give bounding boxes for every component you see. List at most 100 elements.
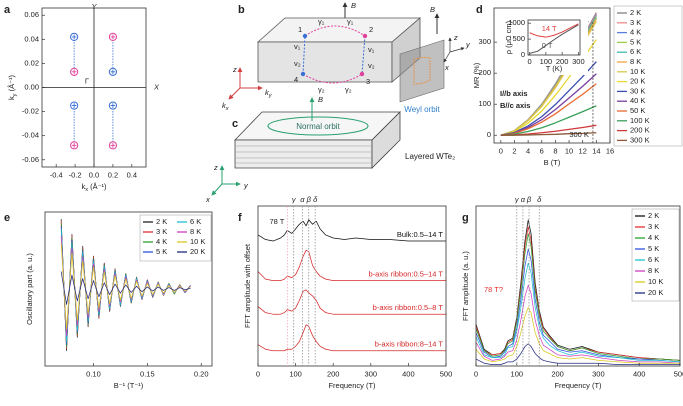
weyl-point-sign bbox=[71, 103, 77, 108]
normal-orbit bbox=[267, 116, 369, 136]
series-line bbox=[475, 307, 680, 364]
y-tick-label: -0.06 bbox=[22, 155, 39, 164]
y-axis-label: Oscillatory part (a. u.) bbox=[25, 253, 34, 325]
weyl-plane bbox=[399, 39, 445, 103]
legend-label: 10 K bbox=[630, 67, 645, 76]
peak-label: δ bbox=[537, 195, 542, 204]
weyl-node bbox=[300, 71, 306, 77]
weyl-point bbox=[108, 32, 118, 42]
x-tick-label: 0.2 bbox=[108, 170, 118, 179]
annotation: B//c axis bbox=[500, 101, 530, 110]
x-tick-label: 100 bbox=[540, 57, 553, 66]
weyl-point-sign bbox=[71, 69, 77, 75]
vertex-label: 1 bbox=[298, 25, 302, 34]
x-tick-label: 0 bbox=[474, 369, 478, 378]
axis-name: X bbox=[153, 82, 160, 91]
x-axis-label: Frequency (T) bbox=[328, 381, 376, 390]
axis-name: z bbox=[213, 163, 218, 172]
peak-label: β bbox=[526, 195, 532, 204]
velocity-label: v₂ bbox=[368, 61, 375, 70]
axis-name-part: k bbox=[222, 101, 227, 110]
legend-label: 8 K bbox=[630, 57, 641, 66]
peak-label: α bbox=[521, 195, 526, 204]
series-line bbox=[500, 132, 597, 136]
diagram-b: b B 1 2 3 4 γ₁ γ₁ γ₂ γ₂ v₁ v₁ v₂ v₂ z ky… bbox=[222, 1, 471, 114]
legend-label: 20 K bbox=[190, 247, 205, 256]
series-line bbox=[257, 219, 446, 242]
legend-label: 5 K bbox=[630, 37, 641, 46]
x-tick-label: 4 bbox=[526, 146, 530, 155]
weyl-point-sign bbox=[71, 142, 77, 148]
y-tick-label: 500 bbox=[512, 34, 525, 43]
annotation: 78 T? bbox=[484, 285, 503, 294]
weyl-point bbox=[70, 32, 79, 42]
curve-label: b-axis ribbon:0.5–8 T bbox=[373, 303, 444, 312]
y-axis-label-part: k bbox=[7, 96, 16, 100]
axis-name-part: y bbox=[268, 93, 273, 99]
legend-label: 4 K bbox=[630, 28, 641, 37]
weyl-node bbox=[359, 71, 365, 77]
gamma-label: γ₂ bbox=[345, 85, 352, 94]
vertex-label: 2 bbox=[369, 25, 373, 34]
weyl-point-sign bbox=[110, 34, 116, 40]
weyl-point-sign bbox=[110, 142, 116, 148]
weyl-point bbox=[70, 101, 79, 110]
x-tick-label: 0 bbox=[528, 57, 532, 66]
peak-label: δ bbox=[313, 195, 318, 204]
axis-name: z bbox=[453, 33, 458, 42]
x-tick-label: 6 bbox=[540, 146, 544, 155]
panel-label: e bbox=[4, 212, 10, 224]
x-tick-label: 400 bbox=[633, 369, 646, 378]
legend-box bbox=[139, 214, 212, 262]
slab-side bbox=[371, 111, 401, 169]
axis-name: ky bbox=[265, 88, 273, 99]
plot-frame bbox=[475, 205, 681, 367]
x-tick-label: 0.10 bbox=[86, 369, 101, 378]
material-label: Layered WTe₂ bbox=[405, 152, 455, 161]
legend-label: 10 K bbox=[190, 237, 205, 246]
series-line bbox=[500, 73, 597, 136]
field-label: B bbox=[318, 95, 323, 104]
orbit-arc bbox=[304, 25, 366, 37]
legend-label: 8 K bbox=[648, 266, 659, 275]
x-tick-label: 300 bbox=[572, 57, 585, 66]
weyl-orbit-path bbox=[413, 56, 431, 85]
axis-name: z bbox=[232, 65, 237, 74]
y-axis-label-part: (Å⁻¹) bbox=[7, 74, 16, 93]
y-axis-label: ρ (μΩ cm) bbox=[504, 20, 513, 54]
x-tick-label: 500 bbox=[674, 369, 683, 378]
peak-label: 78 T bbox=[269, 217, 284, 226]
x-tick-label: 100 bbox=[511, 369, 524, 378]
x-tick-label: -0.2 bbox=[69, 170, 82, 179]
axis-name-part: x bbox=[225, 106, 229, 112]
legend-label: 4 K bbox=[648, 233, 659, 242]
normal-orbit-label: Normal orbit bbox=[296, 122, 340, 131]
x-axis-label-part: (Å⁻¹) bbox=[88, 182, 107, 191]
plot-frame bbox=[257, 205, 447, 367]
inset-series-label: 14 T bbox=[542, 24, 557, 33]
axis-name: kx bbox=[222, 101, 229, 112]
plot-frame bbox=[44, 211, 213, 367]
plot-frame bbox=[493, 7, 611, 144]
y-tick-label: 0.02 bbox=[24, 58, 39, 67]
plot-frame bbox=[527, 19, 581, 56]
legend-label: 4 K bbox=[156, 237, 167, 246]
weyl-point bbox=[108, 101, 118, 110]
axis-name: x bbox=[205, 195, 210, 204]
x-tick-label: 300 bbox=[365, 369, 378, 378]
x-tick-label: 14 bbox=[592, 146, 600, 155]
y-tick-label: 100 bbox=[478, 99, 491, 108]
peak-label: α bbox=[300, 195, 305, 204]
legend-label: 20 K bbox=[630, 77, 645, 86]
panel-label: f bbox=[238, 212, 242, 224]
x-axis-label: B (T) bbox=[544, 158, 561, 167]
legend-label: 3 K bbox=[630, 18, 641, 27]
axis-name: y bbox=[243, 181, 249, 190]
legend-box bbox=[631, 208, 680, 302]
peak-label: β bbox=[306, 195, 312, 204]
series-line bbox=[60, 271, 191, 305]
series-line bbox=[257, 249, 446, 282]
legend-label: 2 K bbox=[648, 211, 659, 220]
velocity-label: v₂ bbox=[294, 59, 301, 68]
